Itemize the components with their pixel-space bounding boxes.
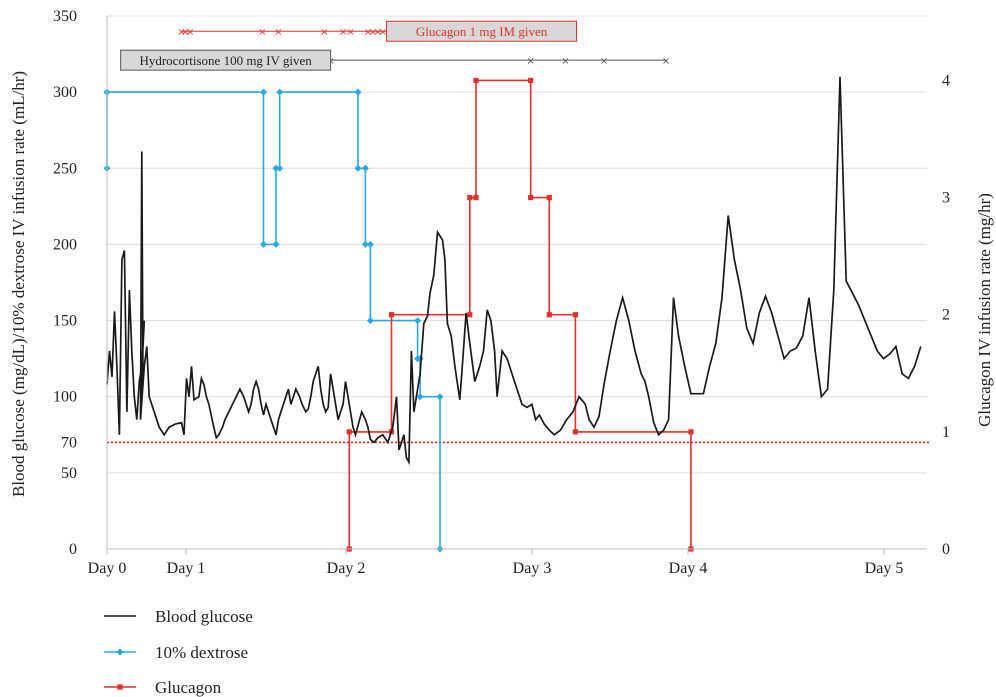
legend-marker — [117, 684, 122, 689]
series-glucagon — [347, 78, 694, 552]
y2-tick-label: 2 — [942, 307, 950, 324]
y-axis-title-right: Glucagon IV infusion rate (mg/hr) — [975, 193, 994, 427]
y2-tick-label: 3 — [942, 190, 950, 207]
dextrose-point — [354, 89, 361, 96]
glucagon-point — [389, 312, 394, 317]
y-tick-label: 50 — [61, 465, 77, 482]
glucagon-point — [528, 195, 533, 200]
glucagon-point — [573, 312, 578, 317]
x-tick-label: Day 3 — [513, 560, 552, 577]
annotation-label: Glucagon 1 mg IM given — [416, 24, 548, 39]
glucagon-line — [349, 80, 691, 549]
series-glucose — [107, 77, 921, 462]
legend-marker — [117, 649, 124, 656]
y-tick-label: 70 — [61, 434, 77, 451]
legend-item: Blood glucose — [104, 607, 253, 626]
annotation-label: Hydrocortisone 100 mg IV given — [139, 53, 312, 68]
annotation-mark: × — [258, 27, 266, 38]
x-tick-label: Day 5 — [865, 560, 904, 577]
glucagon-point — [547, 195, 552, 200]
dextrose-point — [367, 241, 374, 248]
y-tick-label: 300 — [53, 84, 77, 101]
dextrose-point — [417, 393, 424, 400]
annotation-mark: × — [561, 56, 569, 67]
legend: Blood glucose 10% dextrose Glucagon — [104, 607, 253, 697]
y-tick-label: 350 — [53, 8, 77, 25]
gridlines — [107, 16, 927, 549]
dextrose-point — [362, 165, 369, 172]
glucagon-point — [473, 195, 478, 200]
dextrose-point — [276, 89, 283, 96]
annotation-mark: × — [600, 56, 608, 67]
dextrose-point — [260, 89, 267, 96]
dextrose-point — [436, 393, 443, 400]
dextrose-point — [272, 241, 279, 248]
glucagon-point — [473, 78, 478, 83]
annotation-bars: ××××××××××××Glucagon 1 mg IM given×××××H… — [121, 21, 671, 70]
glucagon-point — [573, 429, 578, 434]
legend-item: 10% dextrose — [104, 643, 248, 662]
dextrose-point — [276, 165, 283, 172]
y2-tick-label: 0 — [942, 541, 950, 558]
x-tick-label: Day 0 — [88, 560, 127, 577]
glucagon-point — [467, 195, 472, 200]
annotation-mark: × — [379, 27, 387, 38]
x-axis: Day 0 Day 1 Day 2 Day 3 Day 4 Day 5 — [88, 549, 927, 577]
y-tick-label: 100 — [53, 389, 77, 406]
dextrose-point — [367, 317, 374, 324]
legend-label: Glucagon — [155, 678, 222, 697]
y-axis-left: 0 50 70 100 150 200 250 300 350 — [53, 8, 107, 558]
glucagon-point — [528, 78, 533, 83]
y-axis-title-left: Blood glucose (mg/dL)/10% dextrose IV in… — [9, 71, 28, 497]
annotation-mark: × — [526, 56, 534, 67]
legend-label: 10% dextrose — [155, 643, 248, 662]
dextrose-point — [354, 165, 361, 172]
x-tick-label: Day 4 — [669, 560, 708, 577]
glucagon-point — [688, 429, 693, 434]
y-axis-right: 0 1 2 3 4 — [942, 72, 950, 558]
y2-tick-label: 4 — [942, 72, 950, 89]
glucagon-point — [467, 312, 472, 317]
annotation-mark: × — [662, 56, 670, 67]
legend-label: Blood glucose — [155, 607, 253, 626]
dextrose-point — [260, 241, 267, 248]
glucagon-point — [547, 312, 552, 317]
x-tick-label: Day 1 — [167, 560, 206, 577]
y-tick-label: 150 — [53, 313, 77, 330]
y2-tick-label: 1 — [942, 424, 950, 441]
glucagon-point — [347, 429, 352, 434]
y-tick-label: 250 — [53, 160, 77, 177]
annotation-mark: × — [186, 27, 194, 38]
annotation-mark: × — [320, 27, 328, 38]
annotation-label-box: Glucagon 1 mg IM given — [387, 21, 577, 41]
x-tick-label: Day 2 — [327, 560, 366, 577]
y-tick-label: 200 — [53, 236, 77, 253]
y-tick-label: 0 — [69, 541, 77, 558]
annotation-label-box: Hydrocortisone 100 mg IV given — [121, 50, 331, 70]
glucose-line — [107, 77, 921, 462]
annotation-mark: × — [346, 27, 354, 38]
dextrose-point — [414, 317, 421, 324]
annotation-mark: × — [274, 27, 282, 38]
legend-item: Glucagon — [104, 678, 222, 697]
